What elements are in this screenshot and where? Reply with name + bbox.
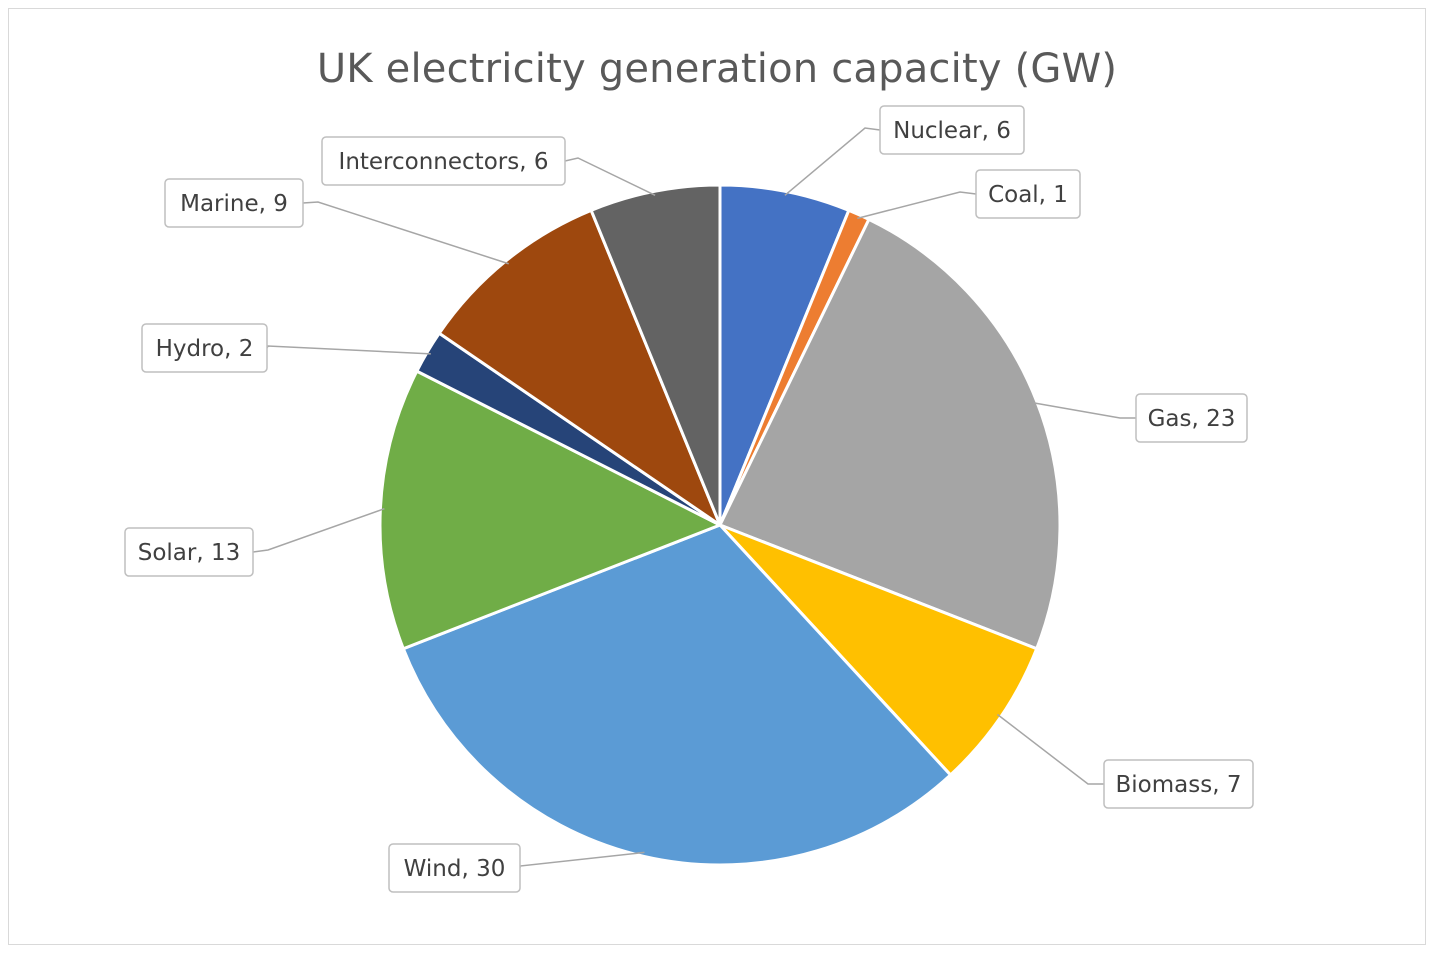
data-label-text: Marine, 9 bbox=[180, 191, 288, 217]
data-label-box bbox=[388, 843, 521, 893]
leader-line-interconnectors bbox=[564, 157, 656, 196]
data-label-box bbox=[164, 178, 304, 228]
leader-line-solar bbox=[252, 507, 385, 553]
chart-title: UK electricity generation capacity (GW) bbox=[316, 46, 1118, 92]
leader-line-marine bbox=[302, 201, 509, 265]
pie-slice-nuclear bbox=[718, 183, 851, 527]
data-label-wind: Wind, 30 bbox=[388, 843, 521, 893]
pie-slice-wind bbox=[401, 523, 952, 867]
data-labels: Nuclear, 6 Coal, 1 Gas, 23 Biomass, 7 Wind, … bbox=[124, 105, 1254, 893]
data-label-gas: Gas, 23 bbox=[1135, 393, 1248, 443]
data-label-box bbox=[879, 105, 1025, 155]
data-label-text: Solar, 13 bbox=[138, 540, 241, 566]
data-label-text: Hydro, 2 bbox=[156, 336, 254, 362]
leader-line-wind bbox=[519, 851, 645, 868]
pie-slice-solar bbox=[378, 369, 722, 651]
leader-line-nuclear bbox=[784, 127, 881, 196]
data-label-text: Nuclear, 6 bbox=[893, 118, 1011, 144]
pie-slices bbox=[378, 183, 1062, 867]
data-label-text: Wind, 30 bbox=[404, 856, 506, 882]
data-label-box bbox=[975, 169, 1081, 219]
pie-slice-interconnectors bbox=[589, 183, 722, 527]
data-label-text: Coal, 1 bbox=[988, 182, 1068, 208]
data-label-box bbox=[1135, 393, 1248, 443]
data-label-coal: Coal, 1 bbox=[975, 169, 1081, 219]
data-label-box bbox=[321, 136, 566, 186]
leader-line-gas bbox=[1032, 401, 1136, 419]
data-label-text: Biomass, 7 bbox=[1116, 772, 1242, 798]
data-label-marine: Marine, 9 bbox=[164, 178, 304, 228]
pie-slice-marine bbox=[437, 208, 722, 527]
data-label-box bbox=[124, 527, 254, 577]
data-label-interconnectors: Interconnectors, 6 bbox=[321, 136, 566, 186]
data-label-text: Interconnectors, 6 bbox=[339, 149, 549, 175]
leader-line-biomass bbox=[997, 713, 1104, 785]
pie-slice-gas bbox=[718, 217, 1062, 651]
leader-line-coal bbox=[857, 191, 977, 220]
data-label-nuclear: Nuclear, 6 bbox=[879, 105, 1025, 155]
data-label-hydro: Hydro, 2 bbox=[141, 323, 268, 373]
data-label-text: Gas, 23 bbox=[1148, 406, 1236, 432]
leader-line-hydro bbox=[266, 345, 431, 355]
data-label-box bbox=[1103, 759, 1254, 809]
data-label-solar: Solar, 13 bbox=[124, 527, 254, 577]
data-label-box bbox=[141, 323, 268, 373]
data-label-biomass: Biomass, 7 bbox=[1103, 759, 1254, 809]
